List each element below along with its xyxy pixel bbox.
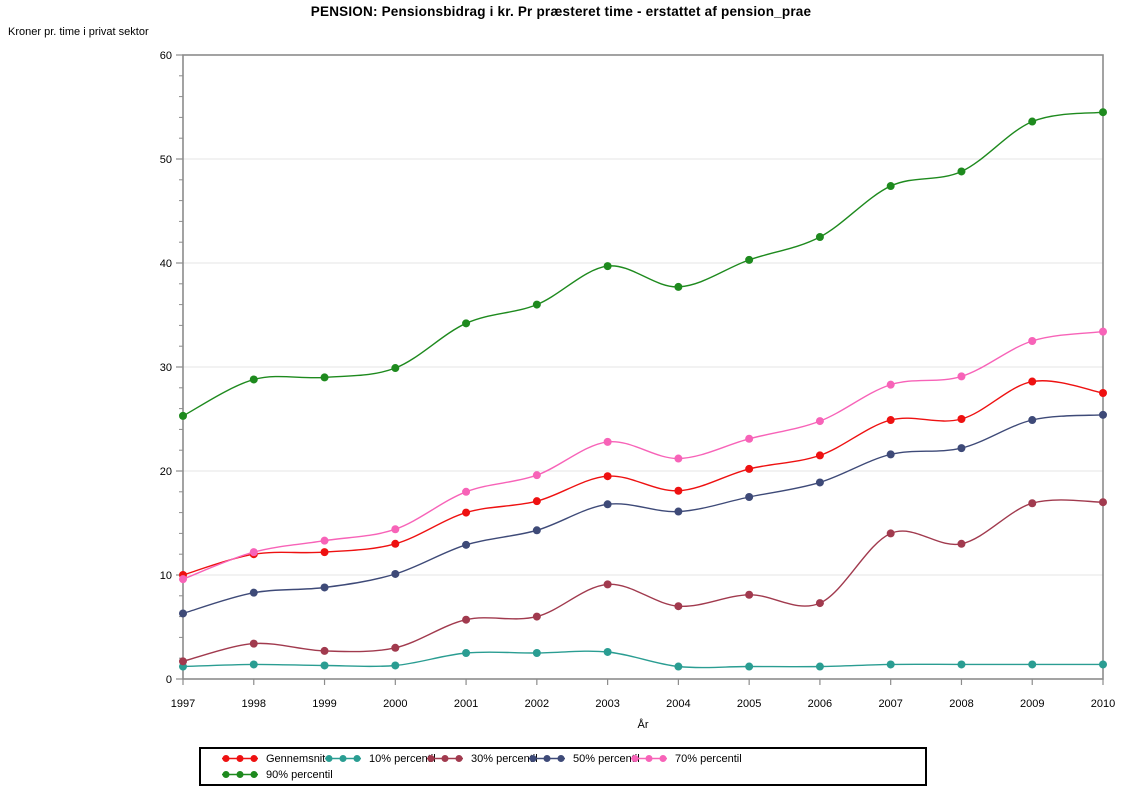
legend-label: Gennemsnit (266, 752, 326, 765)
legend-item-50-percentil: 50% percentil (527, 751, 640, 766)
legend-label: 30% percentil (471, 752, 538, 765)
svg-text:50: 50 (160, 154, 172, 166)
legend-marker-icon (220, 769, 260, 780)
svg-text:2001: 2001 (454, 698, 478, 710)
chart-legend: Gennemsnit 10% percentil 30% percentil 5… (199, 747, 927, 786)
svg-text:2008: 2008 (949, 698, 973, 710)
svg-text:60: 60 (160, 50, 172, 62)
legend-label: 50% percentil (573, 752, 640, 765)
legend-item-70-percentil: 70% percentil (629, 751, 742, 766)
legend-item-30-percentil: 30% percentil (425, 751, 538, 766)
legend-label: 10% percentil (369, 752, 436, 765)
svg-text:20: 20 (160, 466, 172, 478)
legend-marker-icon (220, 753, 260, 764)
svg-text:0: 0 (166, 674, 172, 686)
svg-text:2005: 2005 (737, 698, 761, 710)
legend-item-90-percentil: 90% percentil (220, 767, 333, 782)
svg-text:40: 40 (160, 258, 172, 270)
y-axis-title: Kroner pr. time i privat sektor (8, 26, 149, 38)
legend-item-gennemsnit: Gennemsnit (220, 751, 325, 766)
legend-marker-icon (629, 753, 669, 764)
svg-text:2006: 2006 (808, 698, 832, 710)
svg-text:2003: 2003 (595, 698, 619, 710)
legend-item-10-percentil: 10% percentil (323, 751, 436, 766)
svg-text:2000: 2000 (383, 698, 407, 710)
svg-text:2007: 2007 (878, 698, 902, 710)
line-chart-plot-area: 0 10 20 30 40 50 60 1997 1998 1999 2000 2001 2002 200… (160, 50, 1115, 710)
svg-text:30: 30 (160, 362, 172, 374)
legend-label: 70% percentil (675, 752, 742, 765)
svg-text:2010: 2010 (1091, 698, 1115, 710)
legend-marker-icon (425, 753, 465, 764)
chart-title: PENSION: Pensionsbidrag i kr. Pr præster… (310, 4, 812, 19)
svg-text:2002: 2002 (525, 698, 549, 710)
legend-marker-icon (527, 753, 567, 764)
svg-text:10: 10 (160, 570, 172, 582)
legend-label: 90% percentil (266, 768, 333, 781)
x-axis-title: År (637, 719, 649, 731)
svg-text:1997: 1997 (171, 698, 195, 710)
svg-text:1999: 1999 (312, 698, 336, 710)
legend-marker-icon (323, 753, 363, 764)
svg-text:1998: 1998 (242, 698, 266, 710)
svg-text:2009: 2009 (1020, 698, 1044, 710)
svg-text:2004: 2004 (666, 698, 690, 710)
